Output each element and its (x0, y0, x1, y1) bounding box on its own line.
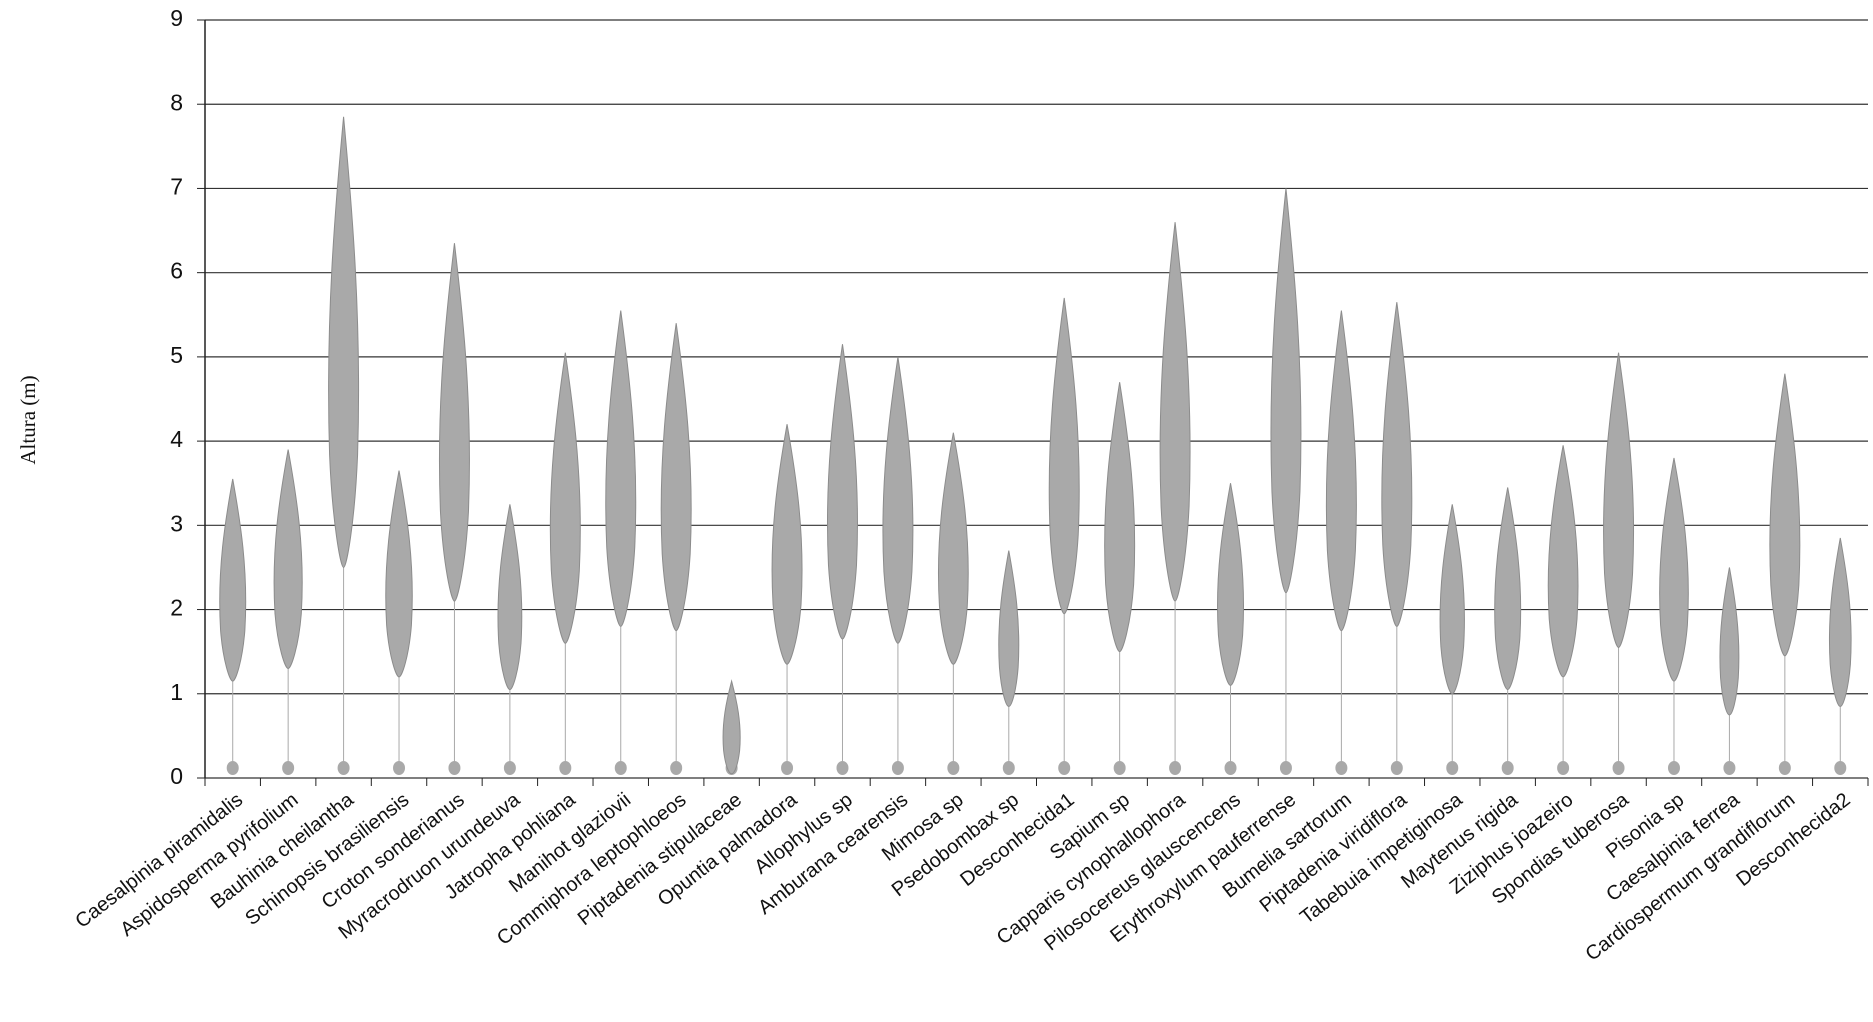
violin (497, 504, 523, 691)
y-tick-label: 1 (170, 679, 183, 705)
base-blob (393, 761, 406, 775)
violin (1769, 373, 1801, 657)
base-blob (891, 761, 904, 775)
base-blob (559, 761, 572, 775)
violin (1659, 457, 1689, 682)
base-blob (947, 761, 960, 775)
y-tick-label: 8 (170, 89, 183, 115)
violin (1217, 483, 1245, 686)
violin (1325, 310, 1357, 632)
violin (827, 344, 858, 640)
base-blob (614, 761, 627, 775)
violin (605, 310, 637, 627)
base-blob (781, 761, 794, 775)
y-tick-label: 3 (170, 510, 183, 536)
base-blob (1446, 761, 1459, 775)
base-blob (1390, 761, 1403, 775)
y-tick-label: 2 (170, 595, 183, 621)
violin (385, 470, 413, 678)
y-tick-label: 7 (170, 174, 183, 200)
base-blob (1058, 761, 1071, 775)
base-blob (1113, 761, 1126, 775)
violin (328, 116, 360, 568)
base-blob (1279, 761, 1292, 775)
y-tick-label: 4 (170, 426, 183, 452)
y-tick-label: 9 (170, 5, 183, 31)
base-blob (1834, 761, 1847, 775)
base-blob (1224, 761, 1237, 775)
violin (1159, 222, 1191, 602)
violin (1603, 352, 1635, 648)
base-blob (282, 761, 295, 775)
violin (219, 478, 247, 682)
violin (549, 352, 581, 644)
base-blob (1723, 761, 1736, 775)
violin (1439, 504, 1465, 695)
violin (1048, 297, 1080, 615)
base-blob (836, 761, 849, 775)
violin (1547, 445, 1579, 678)
base-blob (1002, 761, 1015, 775)
base-blob (1335, 761, 1348, 775)
base-blob (1169, 761, 1182, 775)
base-blob (1778, 761, 1791, 775)
base-blob (337, 761, 350, 775)
violin (1828, 537, 1852, 707)
violin (998, 550, 1020, 707)
violin (937, 432, 969, 665)
violin (1719, 567, 1740, 716)
violin (722, 679, 741, 775)
base-blob (1612, 761, 1625, 775)
base-blob (1501, 761, 1514, 775)
violin (1494, 487, 1522, 691)
violin (882, 356, 914, 644)
base-blob (503, 761, 516, 775)
base-blob (1557, 761, 1570, 775)
base-blob (670, 761, 683, 775)
y-tick-label: 5 (170, 342, 183, 368)
base-blob (226, 761, 239, 775)
violin (273, 449, 303, 670)
y-tick-label: 6 (170, 258, 183, 284)
y-tick-label: 0 (170, 763, 183, 789)
base-blob (448, 761, 461, 775)
y-axis-label: Altura (m) (16, 375, 40, 464)
violin (1270, 188, 1302, 594)
violin (771, 424, 803, 665)
violin (1104, 382, 1136, 653)
violin (438, 243, 470, 602)
base-blob (1667, 761, 1680, 775)
violin (660, 323, 692, 632)
violin (1381, 302, 1413, 627)
